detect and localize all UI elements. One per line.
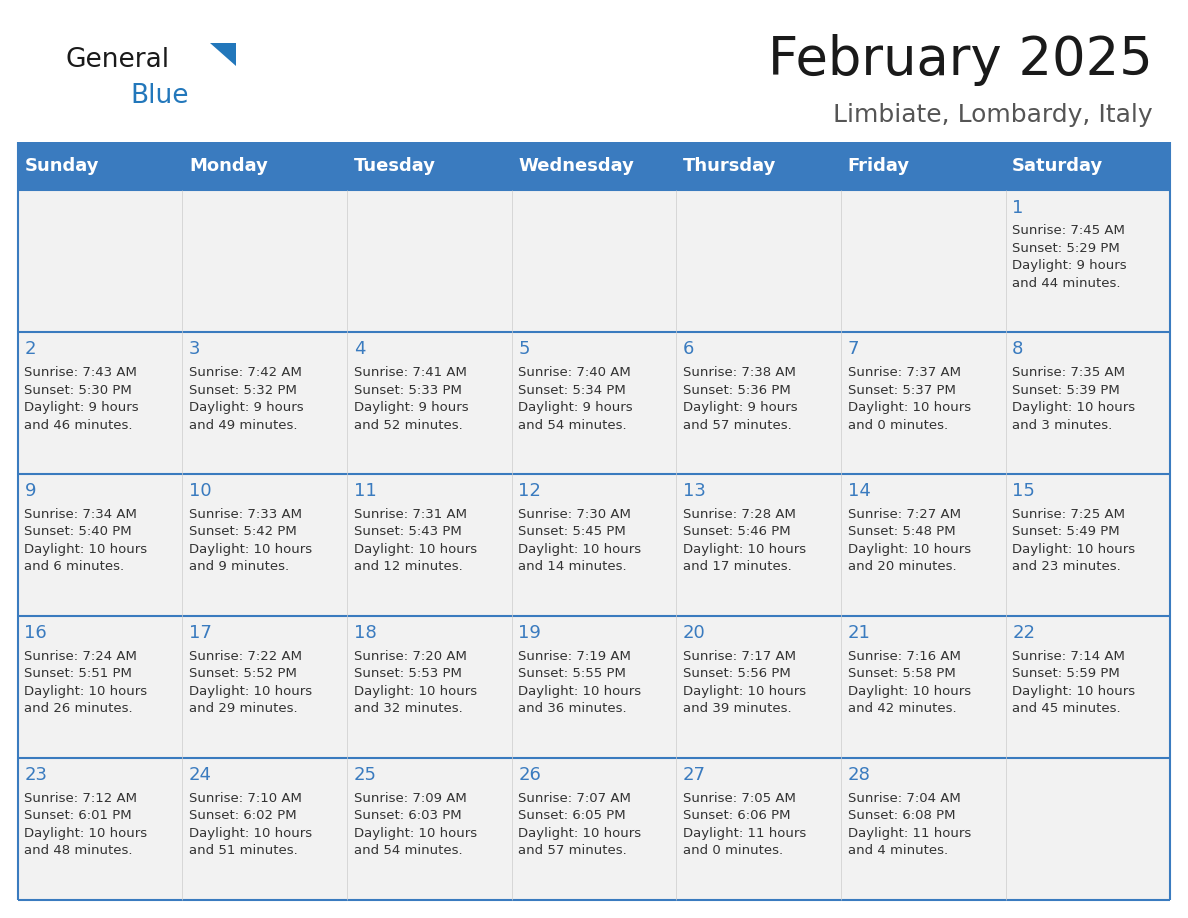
Text: 14: 14: [847, 482, 871, 500]
Text: 9: 9: [25, 482, 36, 500]
Text: Sunday: Sunday: [25, 157, 99, 175]
Text: Sunrise: 7:28 AM
Sunset: 5:46 PM
Daylight: 10 hours
and 17 minutes.: Sunrise: 7:28 AM Sunset: 5:46 PM Dayligh…: [683, 508, 805, 574]
Text: Sunrise: 7:12 AM
Sunset: 6:01 PM
Daylight: 10 hours
and 48 minutes.: Sunrise: 7:12 AM Sunset: 6:01 PM Dayligh…: [25, 792, 147, 857]
Text: General: General: [65, 47, 170, 73]
Text: Sunrise: 7:14 AM
Sunset: 5:59 PM
Daylight: 10 hours
and 45 minutes.: Sunrise: 7:14 AM Sunset: 5:59 PM Dayligh…: [1012, 650, 1136, 715]
Text: 3: 3: [189, 341, 201, 358]
Text: Sunrise: 7:27 AM
Sunset: 5:48 PM
Daylight: 10 hours
and 20 minutes.: Sunrise: 7:27 AM Sunset: 5:48 PM Dayligh…: [847, 508, 971, 574]
Text: Sunrise: 7:05 AM
Sunset: 6:06 PM
Daylight: 11 hours
and 0 minutes.: Sunrise: 7:05 AM Sunset: 6:06 PM Dayligh…: [683, 792, 807, 857]
Text: 28: 28: [847, 767, 871, 784]
Text: 8: 8: [1012, 341, 1024, 358]
Bar: [18, 142, 1170, 190]
Text: 16: 16: [25, 624, 48, 643]
Text: Sunrise: 7:24 AM
Sunset: 5:51 PM
Daylight: 10 hours
and 26 minutes.: Sunrise: 7:24 AM Sunset: 5:51 PM Dayligh…: [25, 650, 147, 715]
Text: Sunrise: 7:07 AM
Sunset: 6:05 PM
Daylight: 10 hours
and 57 minutes.: Sunrise: 7:07 AM Sunset: 6:05 PM Dayligh…: [518, 792, 642, 857]
Text: Sunrise: 7:19 AM
Sunset: 5:55 PM
Daylight: 10 hours
and 36 minutes.: Sunrise: 7:19 AM Sunset: 5:55 PM Dayligh…: [518, 650, 642, 715]
Text: Sunrise: 7:04 AM
Sunset: 6:08 PM
Daylight: 11 hours
and 4 minutes.: Sunrise: 7:04 AM Sunset: 6:08 PM Dayligh…: [847, 792, 971, 857]
Text: Monday: Monday: [189, 157, 268, 175]
Text: Sunrise: 7:16 AM
Sunset: 5:58 PM
Daylight: 10 hours
and 42 minutes.: Sunrise: 7:16 AM Sunset: 5:58 PM Dayligh…: [847, 650, 971, 715]
Text: Sunrise: 7:09 AM
Sunset: 6:03 PM
Daylight: 10 hours
and 54 minutes.: Sunrise: 7:09 AM Sunset: 6:03 PM Dayligh…: [354, 792, 476, 857]
Text: February 2025: February 2025: [767, 34, 1152, 85]
Text: 4: 4: [354, 341, 365, 358]
Text: Sunrise: 7:31 AM
Sunset: 5:43 PM
Daylight: 10 hours
and 12 minutes.: Sunrise: 7:31 AM Sunset: 5:43 PM Dayligh…: [354, 508, 476, 574]
Text: 17: 17: [189, 624, 211, 643]
Bar: [18, 190, 1170, 332]
Text: 12: 12: [518, 482, 542, 500]
Text: Sunrise: 7:35 AM
Sunset: 5:39 PM
Daylight: 10 hours
and 3 minutes.: Sunrise: 7:35 AM Sunset: 5:39 PM Dayligh…: [1012, 366, 1136, 431]
Text: 11: 11: [354, 482, 377, 500]
Text: 24: 24: [189, 767, 211, 784]
Text: 15: 15: [1012, 482, 1035, 500]
Text: 2: 2: [25, 341, 36, 358]
Text: Sunrise: 7:30 AM
Sunset: 5:45 PM
Daylight: 10 hours
and 14 minutes.: Sunrise: 7:30 AM Sunset: 5:45 PM Dayligh…: [518, 508, 642, 574]
Text: Sunrise: 7:40 AM
Sunset: 5:34 PM
Daylight: 9 hours
and 54 minutes.: Sunrise: 7:40 AM Sunset: 5:34 PM Dayligh…: [518, 366, 633, 431]
Bar: [18, 616, 1170, 757]
Text: Sunrise: 7:10 AM
Sunset: 6:02 PM
Daylight: 10 hours
and 51 minutes.: Sunrise: 7:10 AM Sunset: 6:02 PM Dayligh…: [189, 792, 312, 857]
Text: 26: 26: [518, 767, 542, 784]
Text: Sunrise: 7:42 AM
Sunset: 5:32 PM
Daylight: 9 hours
and 49 minutes.: Sunrise: 7:42 AM Sunset: 5:32 PM Dayligh…: [189, 366, 304, 431]
Text: Sunrise: 7:22 AM
Sunset: 5:52 PM
Daylight: 10 hours
and 29 minutes.: Sunrise: 7:22 AM Sunset: 5:52 PM Dayligh…: [189, 650, 312, 715]
Text: Saturday: Saturday: [1012, 157, 1104, 175]
Text: Friday: Friday: [847, 157, 910, 175]
Text: Tuesday: Tuesday: [354, 157, 436, 175]
Text: 25: 25: [354, 767, 377, 784]
Text: 13: 13: [683, 482, 706, 500]
Text: 19: 19: [518, 624, 542, 643]
Text: Sunrise: 7:25 AM
Sunset: 5:49 PM
Daylight: 10 hours
and 23 minutes.: Sunrise: 7:25 AM Sunset: 5:49 PM Dayligh…: [1012, 508, 1136, 574]
Text: Sunrise: 7:20 AM
Sunset: 5:53 PM
Daylight: 10 hours
and 32 minutes.: Sunrise: 7:20 AM Sunset: 5:53 PM Dayligh…: [354, 650, 476, 715]
Text: Sunrise: 7:37 AM
Sunset: 5:37 PM
Daylight: 10 hours
and 0 minutes.: Sunrise: 7:37 AM Sunset: 5:37 PM Dayligh…: [847, 366, 971, 431]
Text: 18: 18: [354, 624, 377, 643]
Bar: [18, 757, 1170, 900]
Text: 6: 6: [683, 341, 694, 358]
Bar: [18, 332, 1170, 474]
Polygon shape: [210, 43, 236, 66]
Text: Sunrise: 7:43 AM
Sunset: 5:30 PM
Daylight: 9 hours
and 46 minutes.: Sunrise: 7:43 AM Sunset: 5:30 PM Dayligh…: [25, 366, 139, 431]
Text: Sunrise: 7:33 AM
Sunset: 5:42 PM
Daylight: 10 hours
and 9 minutes.: Sunrise: 7:33 AM Sunset: 5:42 PM Dayligh…: [189, 508, 312, 574]
Text: Blue: Blue: [131, 84, 189, 109]
Text: Sunrise: 7:34 AM
Sunset: 5:40 PM
Daylight: 10 hours
and 6 minutes.: Sunrise: 7:34 AM Sunset: 5:40 PM Dayligh…: [25, 508, 147, 574]
Text: Sunrise: 7:38 AM
Sunset: 5:36 PM
Daylight: 9 hours
and 57 minutes.: Sunrise: 7:38 AM Sunset: 5:36 PM Dayligh…: [683, 366, 797, 431]
Text: 20: 20: [683, 624, 706, 643]
Text: Sunrise: 7:45 AM
Sunset: 5:29 PM
Daylight: 9 hours
and 44 minutes.: Sunrise: 7:45 AM Sunset: 5:29 PM Dayligh…: [1012, 224, 1126, 289]
Text: 1: 1: [1012, 198, 1024, 217]
Text: Sunrise: 7:17 AM
Sunset: 5:56 PM
Daylight: 10 hours
and 39 minutes.: Sunrise: 7:17 AM Sunset: 5:56 PM Dayligh…: [683, 650, 805, 715]
Text: 10: 10: [189, 482, 211, 500]
Text: Limbiate, Lombardy, Italy: Limbiate, Lombardy, Italy: [833, 103, 1152, 127]
Bar: [18, 474, 1170, 616]
Text: 27: 27: [683, 767, 706, 784]
Text: 23: 23: [25, 767, 48, 784]
Text: 5: 5: [518, 341, 530, 358]
Text: 7: 7: [847, 341, 859, 358]
Text: Thursday: Thursday: [683, 157, 776, 175]
Text: 22: 22: [1012, 624, 1035, 643]
Text: Sunrise: 7:41 AM
Sunset: 5:33 PM
Daylight: 9 hours
and 52 minutes.: Sunrise: 7:41 AM Sunset: 5:33 PM Dayligh…: [354, 366, 468, 431]
Text: Wednesday: Wednesday: [518, 157, 634, 175]
Text: 21: 21: [847, 624, 871, 643]
